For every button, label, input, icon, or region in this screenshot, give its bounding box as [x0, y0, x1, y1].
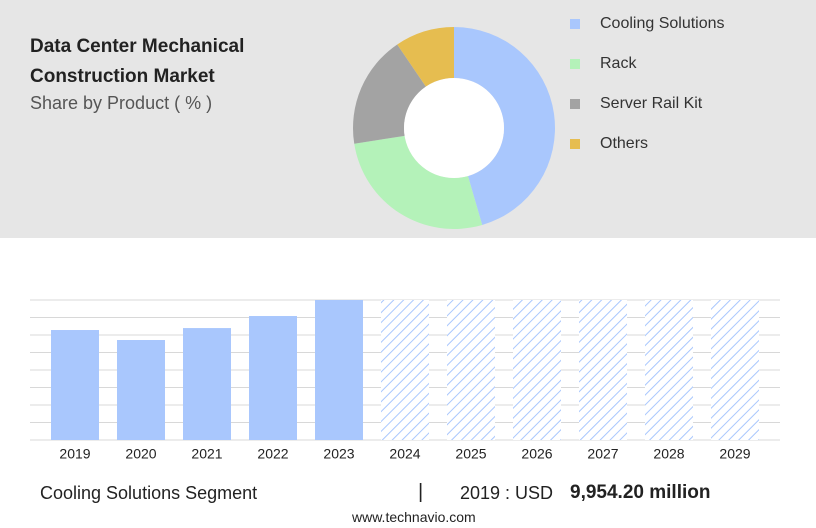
legend-label: Cooling Solutions — [600, 15, 725, 32]
x-tick-label: 2024 — [389, 446, 420, 462]
x-tick-label: 2021 — [191, 446, 222, 462]
forecast-bar — [645, 300, 693, 440]
legend-label: Others — [600, 135, 648, 152]
x-tick-label: 2023 — [323, 446, 354, 462]
legend-swatch — [570, 59, 580, 69]
donut-slice — [352, 44, 426, 144]
forecast-bar — [513, 300, 561, 440]
forecast-bar — [447, 300, 495, 440]
bar — [51, 330, 99, 440]
forecast-bar — [579, 300, 627, 440]
donut-hole — [404, 78, 504, 178]
chart-subtitle: Share by Product ( % ) — [30, 93, 213, 113]
legend-swatch — [570, 19, 580, 29]
x-tick-label: 2028 — [653, 446, 684, 462]
x-tick-label: 2019 — [59, 446, 90, 462]
x-tick-label: 2027 — [587, 446, 618, 462]
forecast-bar — [381, 300, 429, 440]
value-label: 9,954.20 million — [570, 482, 711, 503]
x-tick-label: 2022 — [257, 446, 288, 462]
source: www.technavio.com — [352, 509, 476, 525]
bar — [183, 328, 231, 440]
x-tick-label: 2025 — [455, 446, 486, 462]
legend-label: Rack — [600, 55, 637, 72]
bar — [315, 300, 363, 440]
legend-swatch — [570, 99, 580, 109]
donut-slice — [354, 135, 483, 230]
chart-title: Data Center Mechanical Construction Mark… — [30, 36, 245, 87]
legend-label: Server Rail Kit — [600, 95, 703, 112]
donut-slice — [397, 27, 454, 87]
legend-swatch — [570, 139, 580, 149]
segment-label: Cooling Solutions Segment — [40, 483, 258, 503]
x-tick-label: 2020 — [125, 446, 156, 462]
donut-slice — [454, 27, 555, 225]
forecast-bar — [711, 300, 759, 440]
bar — [249, 316, 297, 440]
year-label: 2019 : USD — [460, 483, 554, 503]
separator: | — [418, 481, 424, 503]
x-tick-label: 2029 — [719, 446, 750, 462]
x-tick-label: 2026 — [521, 446, 552, 462]
bar — [117, 340, 165, 440]
